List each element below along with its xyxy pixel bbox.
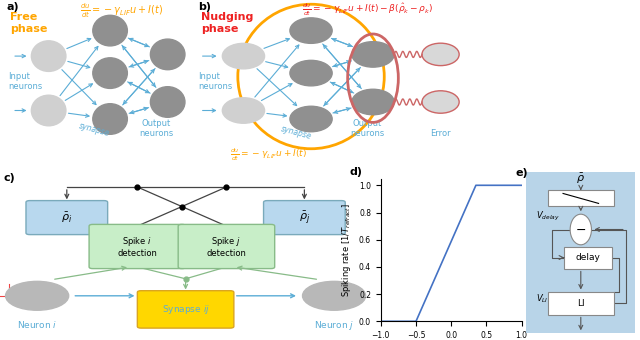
FancyBboxPatch shape [26,201,108,235]
Text: Spike $i$
detection: Spike $i$ detection [117,235,157,258]
Text: $\frac{du}{dt} = -\gamma_{LIF}u + I(t) - \beta(\hat{\rho}_k - \rho_k)$: $\frac{du}{dt} = -\gamma_{LIF}u + I(t) -… [302,2,433,18]
Circle shape [150,39,185,70]
Circle shape [222,44,264,69]
Text: Input
neurons: Input neurons [8,72,43,91]
Text: delay: delay [575,253,600,262]
FancyBboxPatch shape [526,172,636,333]
Circle shape [352,89,394,115]
Text: a): a) [6,2,19,12]
Text: Output
neurons: Output neurons [139,119,173,138]
Circle shape [422,91,459,113]
Text: synapse: synapse [77,121,110,138]
Text: synapse: synapse [280,124,313,141]
Text: LI: LI [577,299,584,308]
Text: $\bar{\rho}_i$: $\bar{\rho}_i$ [61,210,72,225]
Circle shape [422,43,459,66]
Y-axis label: Spiking rate $[1/T_{refract}]$: Spiking rate $[1/T_{refract}]$ [340,203,353,297]
FancyBboxPatch shape [548,292,614,314]
Circle shape [290,106,332,132]
Text: Synapse $ij$: Synapse $ij$ [161,303,210,316]
Text: $V_{LI}$: $V_{LI}$ [536,292,548,305]
Text: Output
neurons: Output neurons [350,119,385,138]
FancyBboxPatch shape [548,190,614,206]
Text: $\bar{\rho}$: $\bar{\rho}$ [577,171,585,186]
Circle shape [570,214,591,245]
Text: Nudging
phase: Nudging phase [201,12,253,34]
Text: $\bar{\rho}_j$: $\bar{\rho}_j$ [299,209,310,226]
Text: $\frac{du}{dt} = -\gamma_{LIF}u + I(t)$: $\frac{du}{dt} = -\gamma_{LIF}u + I(t)$ [230,147,307,163]
Circle shape [150,87,185,117]
FancyBboxPatch shape [564,246,612,269]
FancyBboxPatch shape [138,291,234,328]
Text: Neuron $j$: Neuron $j$ [314,319,354,332]
Circle shape [31,95,66,126]
Circle shape [93,58,127,88]
Circle shape [352,41,394,67]
Circle shape [290,61,332,86]
Text: $V_{delay}$: $V_{delay}$ [536,209,559,223]
Text: b): b) [198,2,211,12]
Circle shape [222,98,264,123]
Circle shape [303,282,365,310]
FancyBboxPatch shape [89,224,186,269]
Text: c): c) [4,173,15,183]
Text: Neuron $i$: Neuron $i$ [17,319,57,330]
Text: d): d) [350,167,363,177]
Circle shape [6,282,68,310]
Text: Error: Error [430,129,451,138]
Text: $-$: $-$ [575,223,586,236]
Circle shape [31,41,66,71]
Text: $\frac{du}{dt} = -\gamma_{LIF}u + I(t)$: $\frac{du}{dt} = -\gamma_{LIF}u + I(t)$ [80,2,163,20]
FancyBboxPatch shape [264,201,345,235]
Text: Input
neurons: Input neurons [198,72,233,91]
Circle shape [93,15,127,46]
Circle shape [290,18,332,44]
Text: e): e) [516,168,528,178]
FancyBboxPatch shape [178,224,275,269]
Text: Spike $j$
detection: Spike $j$ detection [207,235,246,258]
Text: Free
phase: Free phase [10,12,47,34]
Circle shape [93,104,127,134]
